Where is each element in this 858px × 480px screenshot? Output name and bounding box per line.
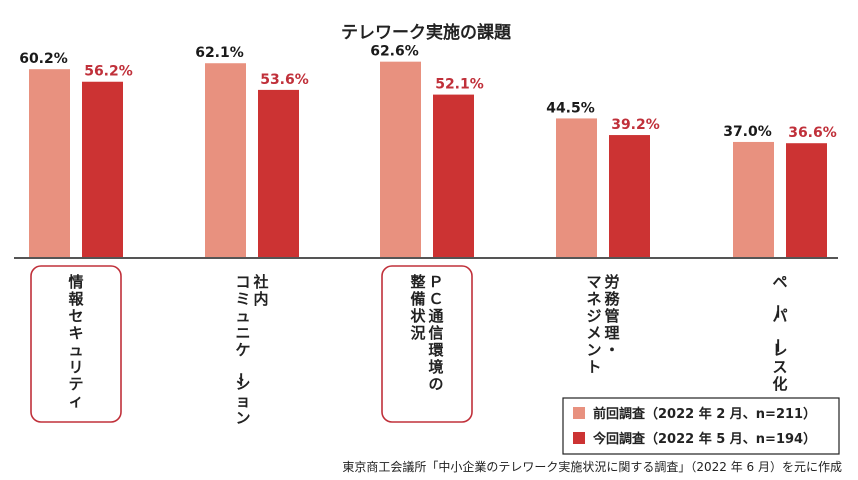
category-label-1-line-1: コミュニケーション bbox=[231, 273, 250, 427]
source-note: 東京商工会議所「中小企業のテレワーク実施状況に関する調査」（2022 年 6 月… bbox=[342, 459, 842, 474]
legend-swatch-previous bbox=[573, 407, 585, 419]
bars-group bbox=[29, 61, 827, 259]
legend-frame bbox=[562, 397, 840, 455]
bar-series0-cat0 bbox=[29, 69, 70, 258]
category-label-4: ペーパーレス化 bbox=[768, 273, 787, 393]
legend-swatch-current bbox=[573, 432, 585, 444]
chart-title: テレワーク実施の課題 bbox=[341, 22, 512, 43]
category-label-0: 情報セキュリティ bbox=[68, 273, 84, 410]
value-label-series1-cat0: 56.2% bbox=[84, 64, 133, 80]
category-label-0-line-0: 情報セキュリティ bbox=[68, 273, 84, 410]
highlight-box-cat0 bbox=[30, 265, 122, 423]
value-label-series0-cat2: 62.6% bbox=[370, 44, 419, 60]
category-label-1-line-0: 社内 bbox=[252, 273, 268, 308]
value-label-series1-cat1: 53.6% bbox=[260, 72, 309, 88]
category-label-3: 労務管理・マネジメント bbox=[586, 273, 620, 376]
legend: 前回調査（2022 年 2 月、n=211） 今回調査（2022 年 5 月、n… bbox=[562, 397, 840, 455]
legend-label-previous: 前回調査（2022 年 2 月、n=211） bbox=[593, 406, 816, 422]
bar-series1-cat0 bbox=[82, 81, 123, 259]
value-label-series1-cat2: 52.1% bbox=[435, 77, 484, 93]
bar-series1-cat1 bbox=[258, 89, 299, 259]
value-label-series1-cat3: 39.2% bbox=[611, 117, 660, 133]
legend-label-current: 今回調査（2022 年 5 月、n=194） bbox=[592, 431, 816, 447]
bar-series1-cat2 bbox=[433, 94, 474, 258]
bar-series0-cat1 bbox=[205, 63, 246, 259]
highlight-boxes-group bbox=[30, 265, 473, 423]
bar-series0-cat3 bbox=[556, 118, 597, 258]
bar-series1-cat4 bbox=[786, 143, 827, 258]
highlight-box-cat2 bbox=[381, 265, 473, 423]
value-label-series0-cat0: 60.2% bbox=[19, 51, 68, 67]
value-labels-group: 60.2% 62.1% 62.6% 44.5% 37.0% 56.2% 53.6% 52.1%… bbox=[19, 44, 837, 142]
category-label-2-line-0: ＰＣ通信環境の bbox=[428, 273, 444, 393]
value-label-series0-cat3: 44.5% bbox=[546, 100, 595, 116]
value-label-series1-cat4: 36.6% bbox=[788, 125, 837, 141]
category-label-3-line-0: 労務管理・ bbox=[604, 273, 620, 359]
bar-series0-cat2 bbox=[380, 61, 421, 258]
category-label-4-line-0: ペーパーレス化 bbox=[768, 273, 787, 393]
category-label-2-line-1: 整備状況 bbox=[410, 273, 426, 342]
category-label-3-line-1: マネジメント bbox=[586, 273, 601, 376]
bar-series0-cat4 bbox=[733, 141, 774, 258]
bar-series1-cat3 bbox=[609, 135, 650, 258]
value-label-series0-cat1: 62.1% bbox=[195, 45, 244, 61]
value-label-series0-cat4: 37.0% bbox=[723, 124, 772, 140]
